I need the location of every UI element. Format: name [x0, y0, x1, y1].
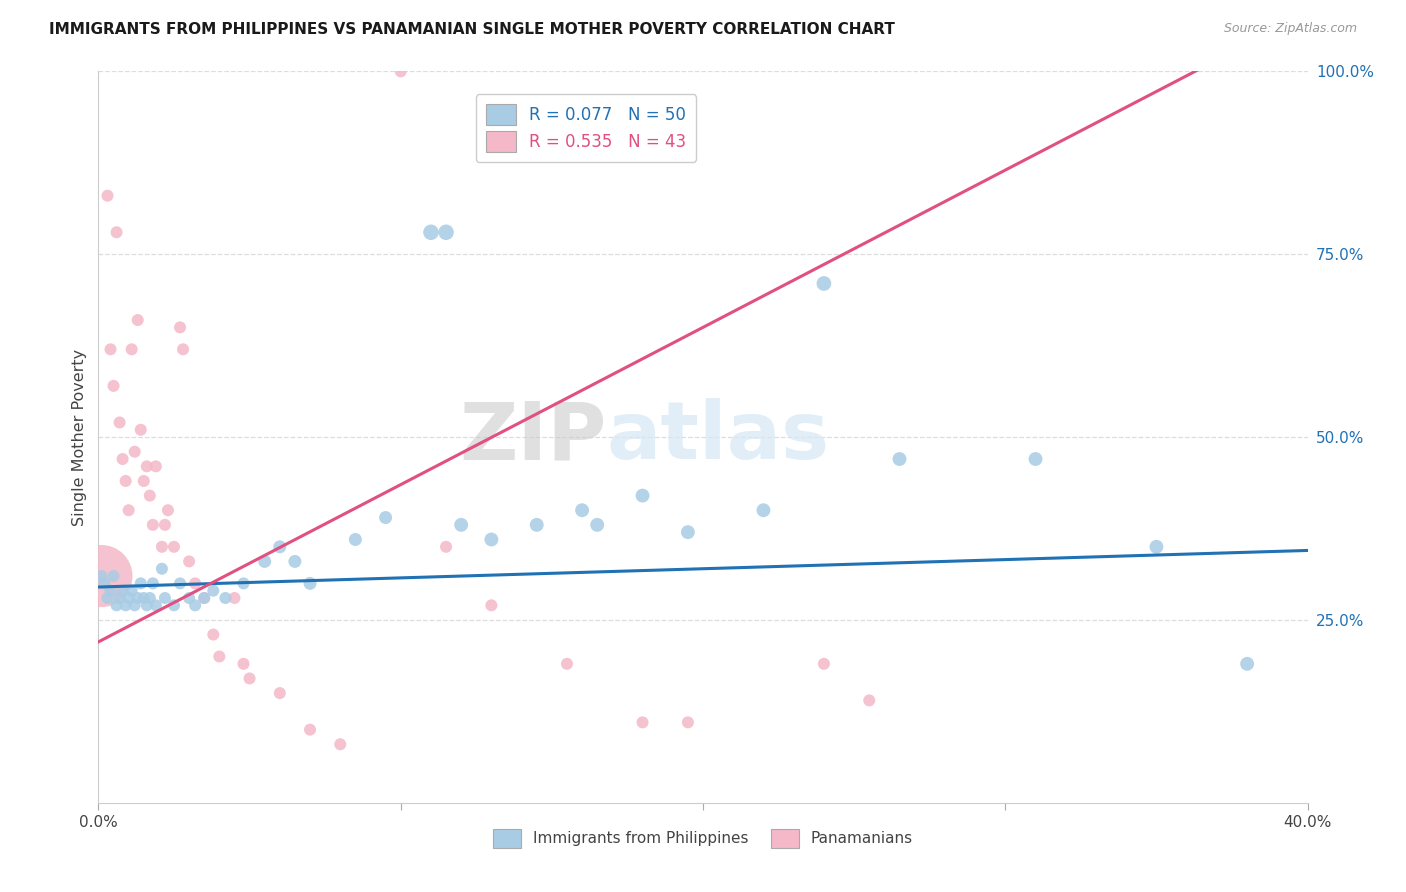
Point — [329, 737, 352, 751]
Point — [239, 672, 262, 686]
Point — [169, 576, 191, 591]
Point — [108, 416, 131, 430]
Point — [208, 649, 231, 664]
Text: atlas: atlas — [606, 398, 830, 476]
Point — [121, 583, 143, 598]
Point — [889, 452, 911, 467]
Point — [752, 503, 775, 517]
Point — [142, 517, 165, 532]
Point — [374, 510, 396, 524]
Point — [150, 562, 173, 576]
Point — [118, 591, 141, 605]
Point — [96, 591, 118, 605]
Point — [555, 657, 578, 671]
Text: ZIP: ZIP — [458, 398, 606, 476]
Point — [571, 503, 593, 517]
Point — [153, 591, 176, 605]
Point — [813, 657, 835, 671]
Point — [214, 591, 236, 605]
Point — [179, 591, 201, 605]
Point — [269, 540, 291, 554]
Y-axis label: Single Mother Poverty: Single Mother Poverty — [72, 349, 87, 525]
Point — [103, 379, 125, 393]
Point — [111, 583, 134, 598]
Point — [450, 517, 472, 532]
Point — [526, 517, 548, 532]
Point — [129, 576, 152, 591]
Point — [224, 591, 246, 605]
Point — [139, 591, 162, 605]
Point — [142, 576, 165, 591]
Point — [105, 225, 128, 239]
Point — [193, 591, 215, 605]
Point — [232, 657, 254, 671]
Point — [114, 599, 136, 613]
Point — [184, 576, 207, 591]
Point — [344, 533, 367, 547]
Point — [111, 452, 134, 467]
Point — [121, 343, 143, 357]
Point — [93, 576, 115, 591]
Point — [90, 569, 112, 583]
Point — [124, 444, 146, 458]
Point — [179, 554, 201, 568]
Point — [127, 313, 149, 327]
Point — [153, 517, 176, 532]
Point — [129, 423, 152, 437]
Point — [299, 576, 322, 591]
Point — [202, 583, 225, 598]
Point — [135, 599, 157, 613]
Point — [132, 474, 155, 488]
Point — [1024, 452, 1046, 467]
Point — [118, 503, 141, 517]
Legend: Immigrants from Philippines, Panamanians: Immigrants from Philippines, Panamanians — [486, 822, 920, 854]
Text: Source: ZipAtlas.com: Source: ZipAtlas.com — [1223, 22, 1357, 36]
Point — [184, 599, 207, 613]
Point — [193, 591, 215, 605]
Point — [114, 474, 136, 488]
Point — [481, 533, 503, 547]
Point — [232, 576, 254, 591]
Point — [100, 343, 122, 357]
Point — [105, 599, 128, 613]
Point — [269, 686, 291, 700]
Point — [108, 591, 131, 605]
Point — [676, 715, 699, 730]
Point — [169, 320, 191, 334]
Point — [156, 503, 179, 517]
Point — [145, 599, 167, 613]
Point — [172, 343, 194, 357]
Point — [434, 225, 457, 239]
Point — [813, 277, 835, 291]
Point — [1236, 657, 1258, 671]
Point — [150, 540, 173, 554]
Point — [127, 591, 149, 605]
Point — [132, 591, 155, 605]
Point — [96, 188, 118, 202]
Point — [163, 599, 186, 613]
Point — [676, 525, 699, 540]
Point — [420, 225, 443, 239]
Point — [135, 459, 157, 474]
Point — [253, 554, 276, 568]
Point — [1144, 540, 1167, 554]
Point — [124, 599, 146, 613]
Point — [145, 459, 167, 474]
Point — [631, 489, 654, 503]
Point — [299, 723, 322, 737]
Point — [389, 64, 412, 78]
Point — [163, 540, 186, 554]
Point — [100, 583, 122, 598]
Point — [586, 517, 609, 532]
Point — [139, 489, 162, 503]
Point — [858, 693, 880, 707]
Point — [103, 569, 125, 583]
Point — [90, 569, 112, 583]
Point — [631, 715, 654, 730]
Point — [284, 554, 307, 568]
Point — [434, 540, 457, 554]
Text: IMMIGRANTS FROM PHILIPPINES VS PANAMANIAN SINGLE MOTHER POVERTY CORRELATION CHAR: IMMIGRANTS FROM PHILIPPINES VS PANAMANIA… — [49, 22, 896, 37]
Point — [481, 599, 503, 613]
Point — [202, 627, 225, 641]
